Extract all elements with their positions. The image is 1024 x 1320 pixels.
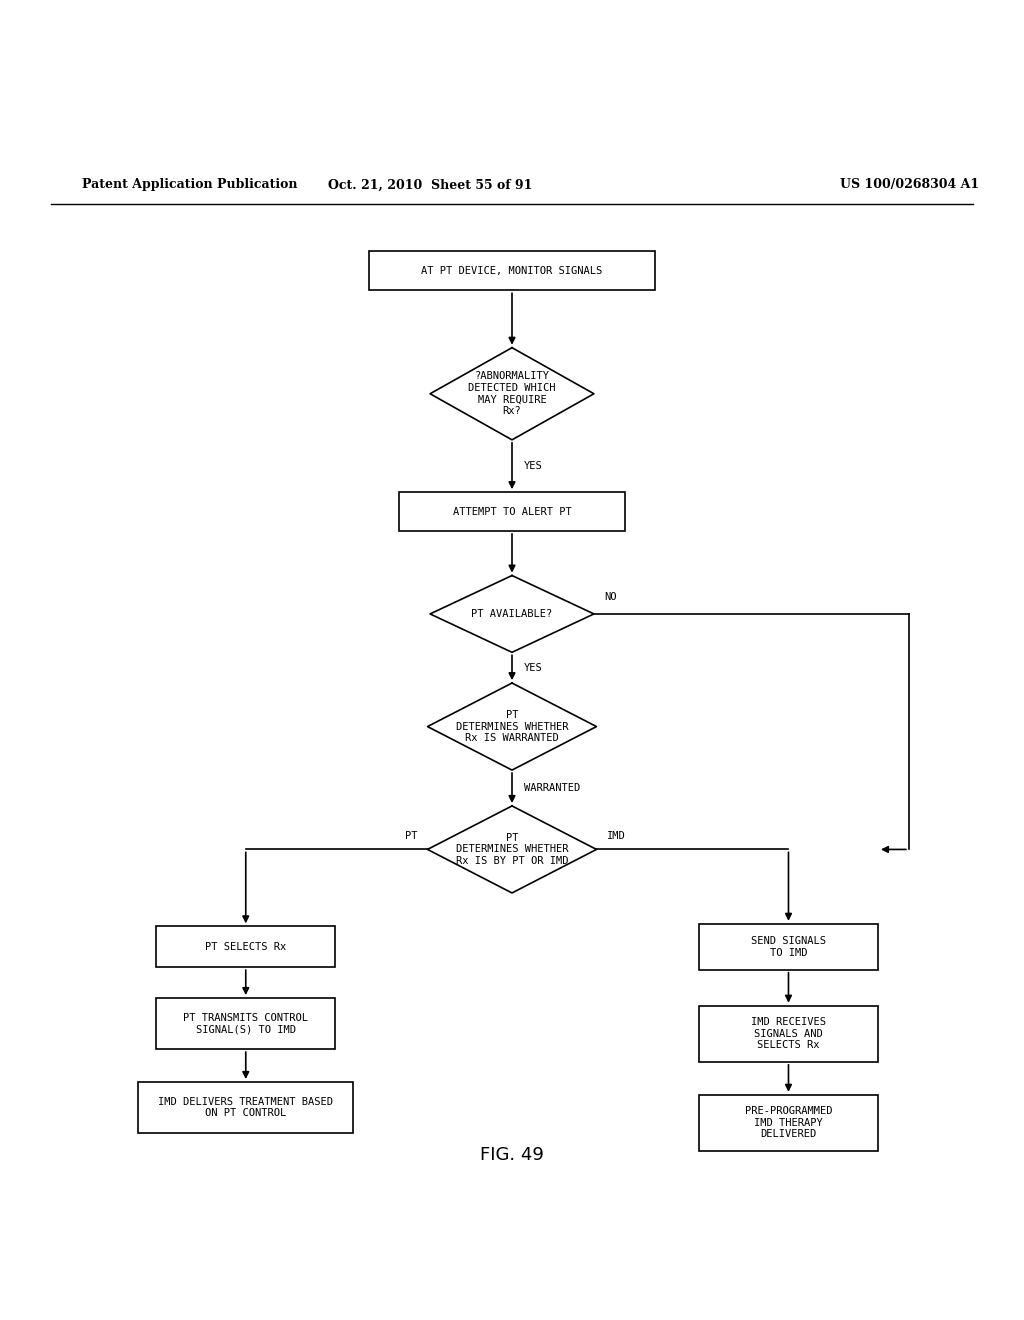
Text: SEND SIGNALS
TO IMD: SEND SIGNALS TO IMD	[751, 936, 826, 957]
Text: FIG. 49: FIG. 49	[480, 1146, 544, 1164]
Text: PT: PT	[404, 832, 418, 841]
Text: PT SELECTS Rx: PT SELECTS Rx	[205, 941, 287, 952]
FancyBboxPatch shape	[156, 927, 336, 968]
FancyBboxPatch shape	[698, 1006, 878, 1061]
Text: ?ABNORMALITY
DETECTED WHICH
MAY REQUIRE
Rx?: ?ABNORMALITY DETECTED WHICH MAY REQUIRE …	[468, 371, 556, 416]
Text: Patent Application Publication: Patent Application Publication	[82, 178, 297, 191]
Text: PT
DETERMINES WHETHER
Rx IS WARRANTED: PT DETERMINES WHETHER Rx IS WARRANTED	[456, 710, 568, 743]
FancyBboxPatch shape	[698, 1094, 878, 1151]
Text: PT AVAILABLE?: PT AVAILABLE?	[471, 609, 553, 619]
Text: US 100/0268304 A1: US 100/0268304 A1	[840, 178, 979, 191]
Text: ATTEMPT TO ALERT PT: ATTEMPT TO ALERT PT	[453, 507, 571, 516]
Text: Oct. 21, 2010  Sheet 55 of 91: Oct. 21, 2010 Sheet 55 of 91	[328, 178, 532, 191]
Text: AT PT DEVICE, MONITOR SIGNALS: AT PT DEVICE, MONITOR SIGNALS	[421, 265, 603, 276]
FancyBboxPatch shape	[156, 998, 336, 1049]
Text: WARRANTED: WARRANTED	[524, 783, 581, 793]
Text: IMD: IMD	[606, 832, 626, 841]
Text: IMD DELIVERS TREATMENT BASED
ON PT CONTROL: IMD DELIVERS TREATMENT BASED ON PT CONTR…	[159, 1097, 333, 1118]
Text: PRE-PROGRAMMED
IMD THERAPY
DELIVERED: PRE-PROGRAMMED IMD THERAPY DELIVERED	[744, 1106, 833, 1139]
Text: NO: NO	[604, 591, 616, 602]
FancyBboxPatch shape	[138, 1082, 353, 1133]
Text: PT
DETERMINES WHETHER
Rx IS BY PT OR IMD: PT DETERMINES WHETHER Rx IS BY PT OR IMD	[456, 833, 568, 866]
Text: PT TRANSMITS CONTROL
SIGNAL(S) TO IMD: PT TRANSMITS CONTROL SIGNAL(S) TO IMD	[183, 1012, 308, 1035]
Text: IMD RECEIVES
SIGNALS AND
SELECTS Rx: IMD RECEIVES SIGNALS AND SELECTS Rx	[751, 1018, 826, 1051]
FancyBboxPatch shape	[698, 924, 878, 970]
Text: YES: YES	[524, 663, 543, 673]
FancyBboxPatch shape	[369, 251, 655, 290]
FancyBboxPatch shape	[399, 492, 625, 531]
Text: YES: YES	[524, 461, 543, 471]
